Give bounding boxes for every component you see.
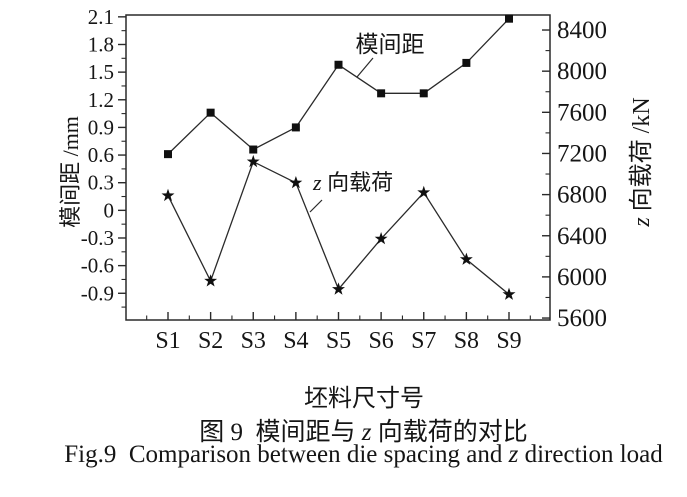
x-axis-tick-label: S6	[368, 328, 393, 354]
z-load-marker	[161, 188, 175, 202]
x-axis-title-text: 坯料尺寸号	[304, 386, 424, 412]
z-load-marker	[374, 232, 388, 245]
z-load-annotation: z 向载荷	[312, 170, 393, 195]
die-spacing-marker	[249, 145, 258, 154]
x-axis-title: 坯料尺寸号	[280, 351, 424, 440]
left-axis-tick-label: -0.6	[81, 254, 114, 278]
die-spacing-marker	[419, 89, 428, 98]
caption-cn-pre: 图 9 模间距与	[199, 419, 362, 446]
figure-caption-en: Fig.9 Comparison between die spacing and…	[39, 413, 663, 497]
left-axis-tick-label: 2.1	[88, 5, 114, 29]
die-spacing-marker	[206, 108, 215, 117]
right-axis-tick-label: 8000	[557, 58, 607, 85]
x-axis-tick-label: S7	[411, 328, 436, 354]
die-spacing-marker	[334, 60, 343, 69]
right-axis-tick-label: 6800	[557, 182, 607, 209]
x-axis-tick-label: S5	[326, 328, 351, 354]
right-axis-tick-label: 5600	[557, 305, 607, 332]
caption-cn-post: 向载荷的对比	[371, 419, 528, 446]
left-axis-tick-label: -0.3	[81, 226, 114, 250]
z-load-annotation-leader	[309, 199, 323, 213]
die-spacing-marker	[164, 150, 172, 159]
right-axis-tick-label: 6400	[557, 223, 607, 250]
x-axis-tick-label: S9	[496, 328, 521, 354]
die-spacing-marker	[377, 89, 386, 98]
caption-en-pre: Fig.9 Comparison between die spacing and	[64, 441, 509, 468]
die-spacing-annotation-leader	[356, 57, 374, 78]
figure-caption-cn: 图 9 模间距与 z 向载荷的对比	[174, 384, 528, 476]
die-spacing-marker	[462, 58, 471, 67]
z-load-marker	[332, 282, 345, 295]
right-axis-tick-label: 8400	[557, 17, 607, 44]
left-axis-tick-label: 0.3	[88, 171, 114, 195]
figure: 2.1 1.8 1.5 1.2 0.9 0.6 0.3 0 -0.3 -0.6 -0.9 8400 80…	[58, 5, 663, 468]
z-load-marker	[459, 252, 473, 265]
x-axis-tick-label: S1	[155, 328, 180, 354]
plot-frame	[125, 14, 551, 321]
z-load-marker	[289, 176, 303, 189]
x-axis-tick-label: S4	[283, 328, 308, 354]
caption-cn-z: z	[361, 419, 372, 446]
die-spacing-marker	[505, 14, 513, 23]
x-axis-tick-label: S8	[454, 328, 479, 354]
die-spacing-annotation: 模间距	[356, 32, 425, 57]
right-axis-tick-label: 7600	[557, 99, 607, 126]
z-load-marker	[502, 287, 516, 300]
right-axis-title: z 向载荷 /kN	[628, 97, 655, 227]
left-axis-tick-label: 0	[104, 198, 115, 222]
left-axis-tick-label: 0.6	[88, 143, 114, 167]
left-axis-tick-label: 1.8	[88, 32, 114, 56]
left-axis-tick-label: 1.2	[88, 88, 114, 112]
die-spacing-line	[167, 18, 510, 155]
x-axis-tick-label: S2	[198, 328, 223, 354]
z-load-marker	[204, 274, 218, 287]
chart-canvas: 2.1 1.8 1.5 1.2 0.9 0.6 0.3 0 -0.3 -0.6 -0.9 8400 80…	[58, 5, 655, 354]
z-load-marker	[417, 185, 431, 198]
left-axis-title: 模间距 /mm	[58, 116, 83, 228]
left-axis-tick-label: -0.9	[81, 281, 114, 305]
caption-en-post: direction load	[518, 441, 663, 468]
x-axis-tick-label: S3	[241, 328, 266, 354]
caption-en-z: z	[508, 441, 519, 468]
right-axis-tick-label: 7200	[557, 140, 607, 167]
die-spacing-marker	[291, 123, 300, 132]
right-axis-tick-label: 6000	[557, 264, 607, 291]
left-axis-tick-label: 1.5	[88, 60, 114, 84]
z-load-marker	[246, 154, 260, 168]
left-axis-tick-label: 0.9	[88, 115, 114, 139]
